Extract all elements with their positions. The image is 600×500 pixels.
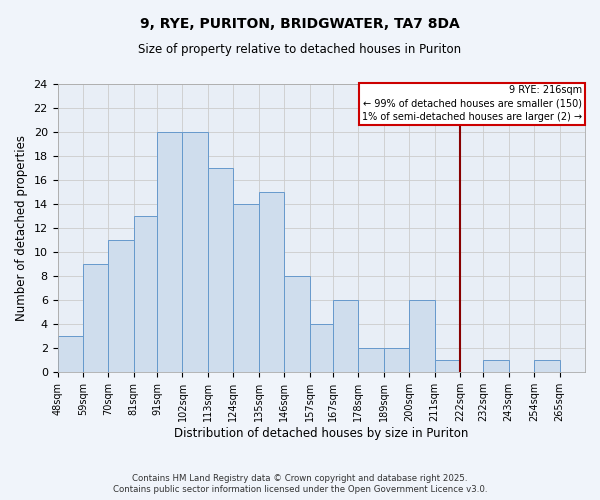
Bar — [333, 300, 358, 372]
Bar — [208, 168, 233, 372]
Bar — [109, 240, 134, 372]
Text: Contains HM Land Registry data © Crown copyright and database right 2025.: Contains HM Land Registry data © Crown c… — [132, 474, 468, 483]
Bar — [434, 360, 460, 372]
Bar — [233, 204, 259, 372]
X-axis label: Distribution of detached houses by size in Puriton: Distribution of detached houses by size … — [174, 427, 469, 440]
Text: 9 RYE: 216sqm
← 99% of detached houses are smaller (150)
1% of semi-detached hou: 9 RYE: 216sqm ← 99% of detached houses a… — [362, 86, 583, 122]
Bar — [310, 324, 333, 372]
Bar — [358, 348, 384, 372]
Bar — [284, 276, 310, 372]
Y-axis label: Number of detached properties: Number of detached properties — [15, 135, 28, 321]
Bar — [259, 192, 284, 372]
Bar — [483, 360, 509, 372]
Bar — [534, 360, 560, 372]
Bar — [83, 264, 109, 372]
Bar — [58, 336, 83, 372]
Bar — [384, 348, 409, 372]
Bar — [157, 132, 182, 372]
Bar — [182, 132, 208, 372]
Text: 9, RYE, PURITON, BRIDGWATER, TA7 8DA: 9, RYE, PURITON, BRIDGWATER, TA7 8DA — [140, 18, 460, 32]
Text: Contains public sector information licensed under the Open Government Licence v3: Contains public sector information licen… — [113, 485, 487, 494]
Bar — [134, 216, 157, 372]
Bar — [409, 300, 434, 372]
Text: Size of property relative to detached houses in Puriton: Size of property relative to detached ho… — [139, 42, 461, 56]
